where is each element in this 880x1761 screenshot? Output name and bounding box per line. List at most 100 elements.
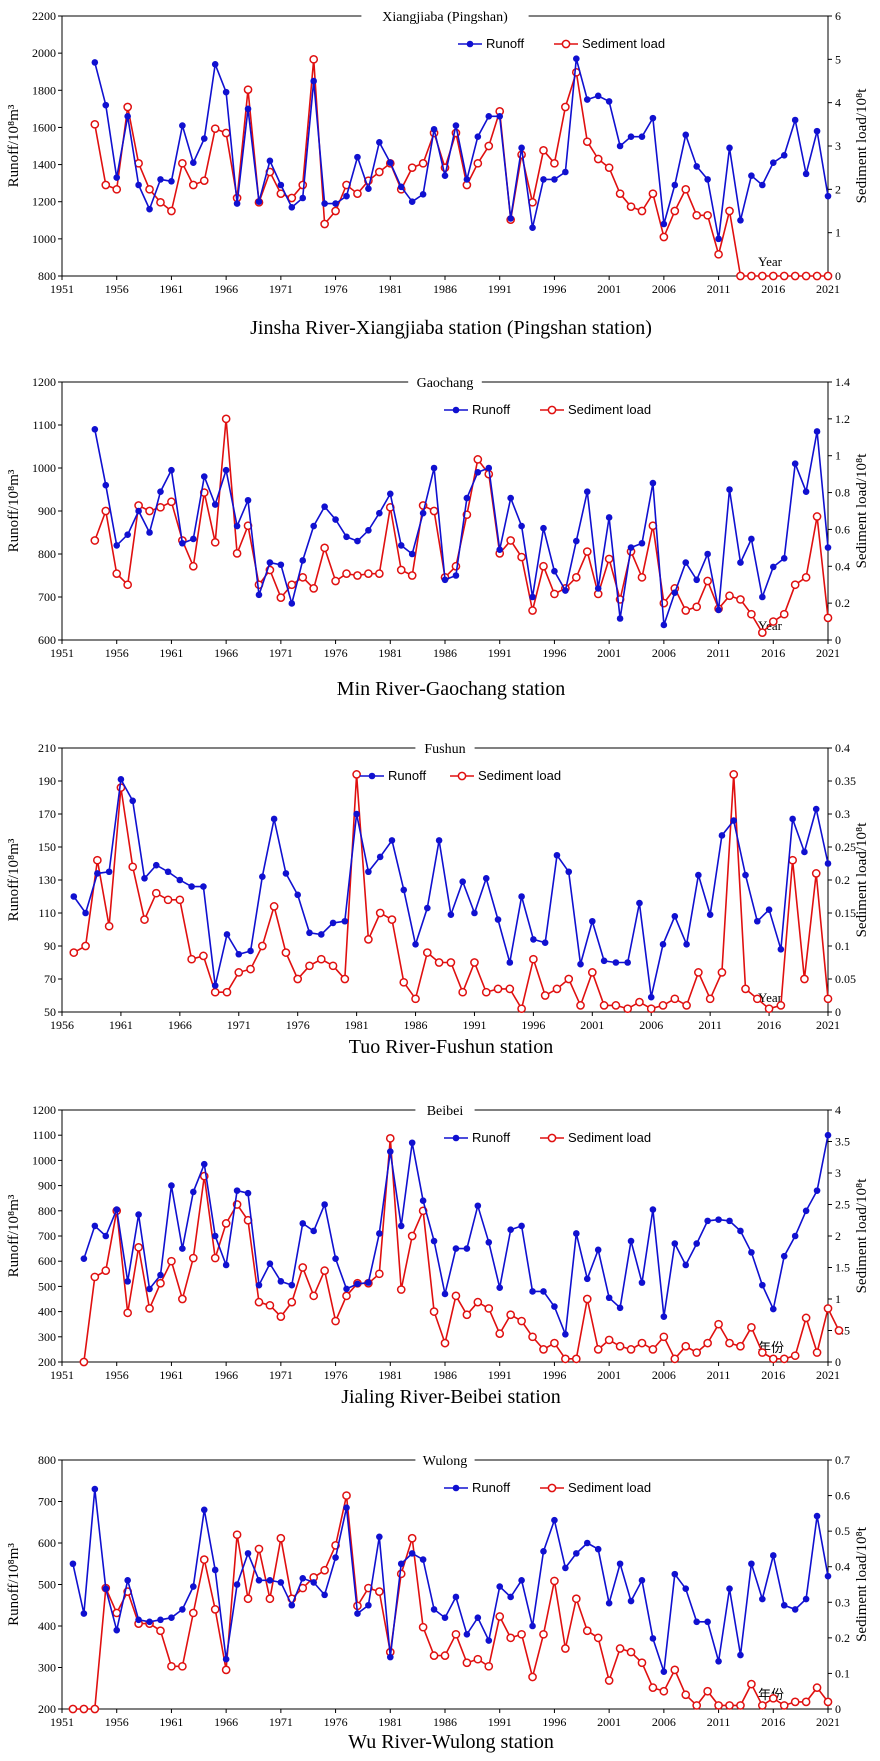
runoff-point: [113, 1626, 121, 1634]
legend-sediment-marker: [457, 771, 467, 781]
sediment-point: [517, 1316, 526, 1326]
panel-caption: Jialing River-Beibei station: [341, 1386, 561, 1408]
y2-tick-label: 1: [835, 1292, 841, 1306]
runoff-point: [562, 1330, 569, 1338]
runoff-point: [474, 133, 482, 141]
sediment-point: [811, 869, 821, 878]
y2-tick-label: 0.4: [835, 741, 850, 755]
sediment-point: [705, 994, 715, 1004]
runoff-point: [583, 1539, 591, 1547]
runoff-point: [824, 860, 832, 867]
sediment-point: [293, 974, 303, 984]
sediment-point: [539, 1629, 548, 1639]
series-line-sediment: [73, 774, 829, 1011]
sediment-point: [429, 1307, 439, 1316]
sediment-point: [834, 1326, 844, 1335]
sediment-point: [167, 1256, 176, 1266]
runoff-point: [789, 815, 796, 823]
runoff-point: [562, 1564, 569, 1572]
sediment-point: [528, 1332, 537, 1342]
runoff-point: [649, 114, 657, 122]
runoff-point: [769, 563, 777, 571]
runoff-point: [397, 1222, 405, 1230]
sediment-point: [801, 1313, 811, 1323]
runoff-point: [146, 1618, 153, 1626]
sediment-point: [123, 1308, 133, 1318]
sediment-point: [790, 580, 800, 590]
sediment-point: [681, 184, 691, 194]
y2-axis-label: Sediment load/10⁸t: [854, 822, 870, 938]
sediment-point: [342, 1491, 351, 1500]
sediment-point: [757, 1348, 767, 1357]
sediment-point: [411, 994, 420, 1004]
runoff-point: [494, 916, 502, 923]
sediment-point: [736, 595, 745, 604]
runoff-point: [190, 1188, 197, 1196]
x-tick-label: 1956: [105, 646, 129, 660]
x-tick-label: 2011: [707, 646, 731, 660]
sediment-point: [331, 576, 340, 586]
sediment-point: [611, 1001, 621, 1010]
y-tick-label: 110: [38, 906, 56, 920]
runoff-point: [693, 1618, 700, 1626]
panel-title: Wulong: [423, 1454, 468, 1469]
runoff-point: [135, 181, 142, 189]
panel-title: Xiangjiaba (Pingshan): [382, 10, 508, 25]
runoff-point: [540, 524, 547, 532]
sediment-point: [694, 968, 703, 977]
runoff-point: [321, 1591, 328, 1599]
runoff-point: [459, 878, 466, 885]
runoff-point: [441, 1290, 449, 1298]
sediment-point: [418, 1622, 428, 1632]
runoff-point: [605, 514, 613, 521]
runoff-point: [777, 946, 785, 953]
x-tick-label: 1966: [214, 1368, 238, 1382]
sediment-point: [637, 1338, 647, 1348]
sediment-point: [342, 569, 351, 579]
x-tick-label: 1981: [378, 1368, 402, 1382]
runoff-point: [551, 567, 558, 575]
sediment-point: [79, 1357, 89, 1367]
sediment-point: [156, 1626, 165, 1636]
sediment-point: [692, 1701, 702, 1710]
x-tick-label: 1951: [50, 282, 74, 296]
sediment-point: [199, 1555, 209, 1564]
runoff-point: [419, 1197, 427, 1205]
sediment-point: [399, 977, 409, 987]
sediment-point: [123, 580, 133, 590]
sediment-point: [234, 968, 244, 977]
runoff-point: [102, 1232, 110, 1240]
sediment-point: [112, 569, 122, 579]
runoff-point: [737, 216, 744, 224]
runoff-point: [244, 105, 252, 113]
sediment-point: [812, 512, 822, 521]
runoff-point: [485, 464, 493, 472]
sediment-point: [741, 984, 750, 994]
y-tick-label: 700: [38, 1229, 56, 1243]
x-tick-label: 1961: [109, 1018, 133, 1032]
runoff-point: [141, 875, 148, 882]
sediment-point: [670, 1354, 680, 1364]
runoff-point: [332, 1255, 339, 1262]
x-tick-label: 1956: [50, 1018, 74, 1032]
runoff-point: [496, 1583, 504, 1590]
legend-runoff-marker: [452, 1134, 460, 1142]
runoff-point: [660, 1668, 668, 1675]
y2-tick-label: 0.1: [835, 1666, 850, 1680]
y2-tick-label: 2.5: [835, 1198, 850, 1212]
runoff-point: [388, 837, 396, 844]
runoff-point: [332, 1554, 339, 1561]
runoff-point: [266, 1577, 274, 1584]
runoff-point: [266, 1260, 274, 1268]
sediment-point: [604, 163, 614, 173]
runoff-point: [222, 88, 230, 96]
runoff-point: [255, 1281, 263, 1289]
runoff-point: [168, 1614, 175, 1621]
runoff-point: [730, 817, 738, 824]
runoff-point: [176, 876, 184, 884]
x-tick-label: 1991: [488, 646, 512, 660]
runoff-point: [135, 1616, 142, 1624]
runoff-point: [624, 959, 631, 966]
runoff-point: [157, 488, 164, 495]
sediment-point: [145, 1304, 154, 1313]
